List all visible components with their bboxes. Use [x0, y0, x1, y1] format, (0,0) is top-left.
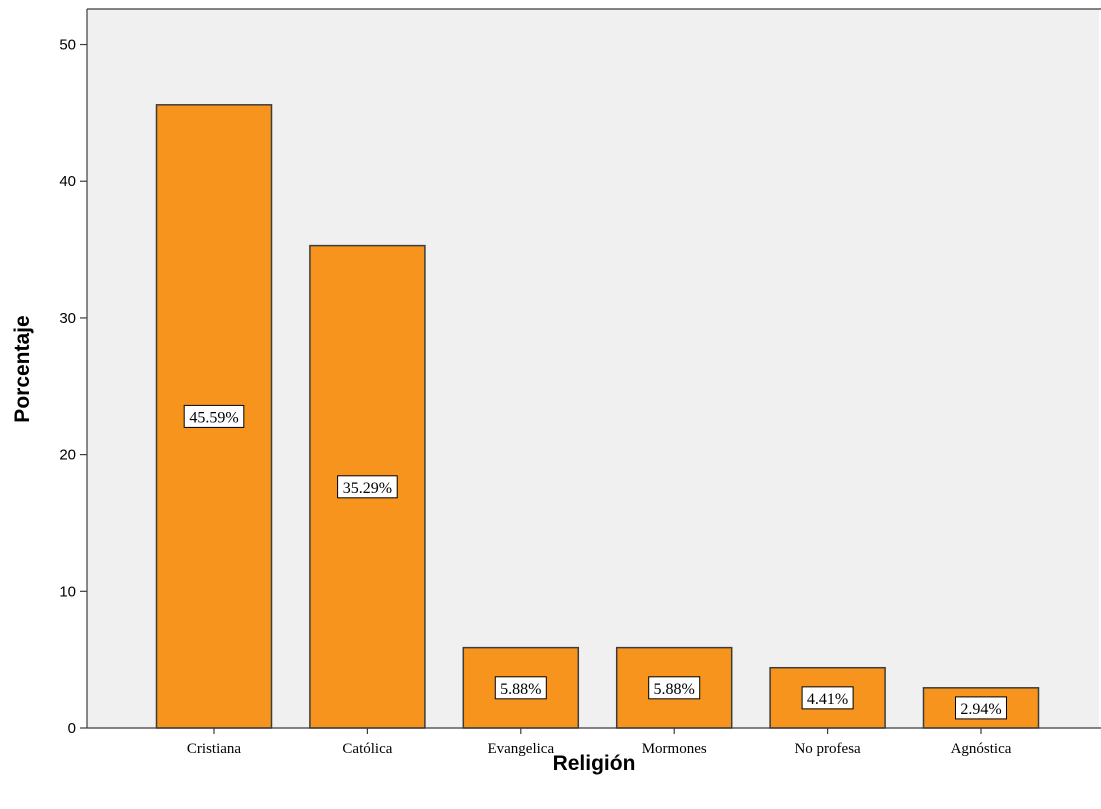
bar [155, 104, 273, 729]
x-axis-ticks: Cristiana Católica Evangelica Mormones No pr… [187, 728, 1012, 757]
data-label: 35.29% [343, 480, 392, 497]
y-axis-ticks: 0 10 20 30 40 50 [59, 37, 87, 737]
x-tick-label: Evangelica [487, 741, 554, 757]
x-tick-label: No profesa [794, 741, 861, 757]
x-tick-label: Católica [342, 741, 392, 757]
x-tick-label: Mormones [642, 741, 707, 757]
x-tick-label: Agnóstica [951, 741, 1012, 757]
data-label-box [494, 676, 547, 700]
y-tick-label: 20 [59, 447, 76, 464]
y-tick-label: 0 [68, 720, 76, 737]
data-label: 45.59% [189, 409, 238, 426]
y-axis-title: Porcentaje [11, 315, 34, 422]
data-label: 5.88% [654, 681, 695, 698]
bar-data-labels: 45.59% 35.29% 5.88% 5.88% 4.41% 2.94% [183, 404, 1007, 720]
y-tick-label: 30 [59, 310, 76, 327]
y-tick-label: 50 [59, 37, 76, 54]
y-tick-label: 10 [59, 583, 76, 600]
data-label-box [337, 475, 398, 499]
y-tick-label: 40 [59, 173, 76, 190]
data-label: 5.88% [500, 681, 541, 698]
x-axis-title: Religión [553, 752, 636, 775]
data-label: 2.94% [960, 701, 1001, 718]
data-label-box [183, 404, 245, 428]
data-label-box [955, 696, 1007, 720]
data-label-box [648, 676, 701, 700]
data-label: 4.41% [807, 691, 848, 708]
data-label-box [801, 686, 854, 710]
x-tick-label: Cristiana [187, 741, 241, 757]
